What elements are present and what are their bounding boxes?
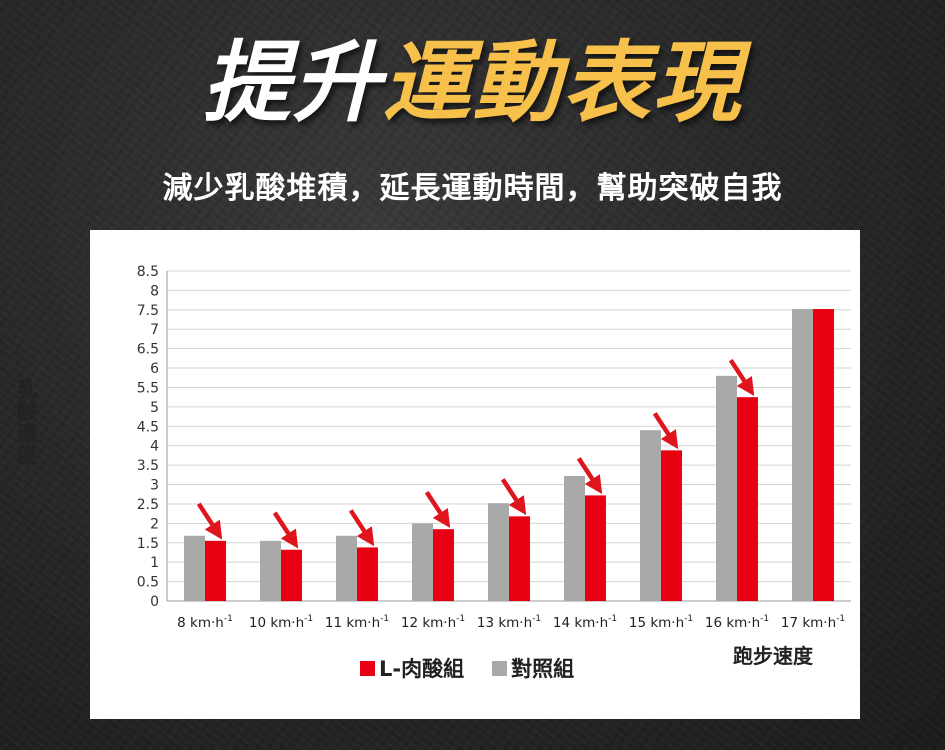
bar-l-carnitine bbox=[661, 450, 682, 601]
highlight-arrow bbox=[652, 412, 679, 450]
y-tick-label: 7 bbox=[150, 322, 159, 338]
x-tick-text: 16 km·h bbox=[705, 615, 760, 631]
x-tick-superscript: -1 bbox=[760, 614, 769, 624]
bar-l-carnitine bbox=[433, 529, 454, 601]
page-subtitle: 減少乳酸堆積，延長運動時間，幫助突破自我 bbox=[162, 171, 783, 206]
x-tick-text: 14 km·h bbox=[553, 615, 608, 631]
x-tick-label: 16 km·h-1 bbox=[705, 614, 769, 631]
highlight-arrow bbox=[272, 511, 299, 549]
y-tick-label: 1 bbox=[150, 555, 159, 571]
chart-legend: L-肉酸組 對照組 bbox=[360, 654, 592, 682]
bar-control bbox=[260, 540, 281, 601]
highlight-arrow bbox=[728, 358, 755, 396]
x-tick-label: 13 km·h-1 bbox=[477, 614, 541, 631]
x-tick-label: 11 km·h-1 bbox=[325, 614, 389, 631]
x-tick-text: 17 km·h bbox=[781, 615, 836, 631]
y-tick-label: 8 bbox=[150, 283, 159, 299]
bar-l-carnitine bbox=[357, 547, 378, 601]
x-tick-label: 8 km·h-1 bbox=[177, 614, 233, 631]
bar-l-carnitine bbox=[281, 549, 302, 601]
y-tick-label: 1.5 bbox=[137, 536, 159, 552]
y-tick-label: 8.5 bbox=[137, 264, 159, 280]
x-tick-superscript: -1 bbox=[456, 614, 465, 624]
y-tick-label: 4 bbox=[150, 439, 159, 455]
x-axis-label: 跑步速度 bbox=[733, 644, 813, 668]
x-tick-superscript: -1 bbox=[532, 614, 541, 624]
bar-control bbox=[488, 503, 509, 601]
bar-l-carnitine bbox=[509, 516, 530, 601]
x-tick-label: 14 km·h-1 bbox=[553, 614, 617, 631]
x-tick-superscript: -1 bbox=[684, 614, 693, 624]
highlight-arrow bbox=[576, 457, 603, 495]
y-tick-label: 0.5 bbox=[137, 575, 159, 591]
bar-control bbox=[564, 475, 585, 601]
highlight-arrow bbox=[348, 509, 375, 547]
legend-item-l-carnitine: L-肉酸組 bbox=[360, 653, 464, 683]
y-tick-label: 6 bbox=[150, 361, 159, 377]
legend-item-control: 對照組 bbox=[492, 653, 574, 683]
x-tick-label: 10 km·h-1 bbox=[249, 614, 313, 631]
title-part-white: 提升 bbox=[202, 31, 383, 134]
legend-label-control: 對照組 bbox=[511, 657, 575, 681]
x-tick-superscript: -1 bbox=[836, 614, 845, 624]
bar-l-carnitine bbox=[737, 397, 758, 601]
y-tick-label: 2 bbox=[150, 516, 159, 532]
x-tick-text: 13 km·h bbox=[477, 615, 532, 631]
bar-control bbox=[184, 535, 205, 601]
y-tick-label: 0 bbox=[150, 594, 159, 610]
x-tick-superscript: -1 bbox=[608, 614, 617, 624]
legend-swatch-gray bbox=[492, 660, 508, 676]
highlight-arrow bbox=[424, 490, 451, 528]
x-tick-label: 17 km·h-1 bbox=[781, 614, 845, 631]
y-tick-label: 5 bbox=[150, 400, 159, 416]
legend-label-l-carnitine: L-肉酸組 bbox=[379, 657, 465, 681]
bar-l-carnitine bbox=[205, 540, 226, 601]
y-tick-label: 6.5 bbox=[137, 342, 159, 358]
y-axis-label: 乳酸濃度 bbox=[17, 377, 37, 467]
bar-control bbox=[640, 430, 661, 601]
x-tick-text: 15 km·h bbox=[629, 615, 684, 631]
x-tick-superscript: -1 bbox=[304, 614, 313, 624]
x-tick-label: 15 km·h-1 bbox=[629, 614, 693, 631]
x-tick-superscript: -1 bbox=[380, 614, 389, 624]
x-tick-superscript: -1 bbox=[224, 614, 233, 624]
x-tick-label: 12 km·h-1 bbox=[401, 614, 465, 631]
legend-swatch-red bbox=[360, 660, 375, 676]
bar-control bbox=[336, 535, 357, 601]
y-tick-label: 7.5 bbox=[137, 303, 159, 319]
y-tick-label: 3.5 bbox=[137, 458, 159, 474]
x-tick-text: 12 km·h bbox=[401, 615, 456, 631]
title-part-yellow: 運動表現 bbox=[382, 31, 743, 134]
y-tick-label: 2.5 bbox=[137, 497, 159, 513]
y-tick-label: 4.5 bbox=[137, 419, 159, 435]
page-title: 提升運動表現 bbox=[0, 28, 945, 138]
highlight-arrow bbox=[196, 502, 223, 540]
x-tick-text: 11 km·h bbox=[325, 615, 380, 631]
bar-l-carnitine bbox=[813, 309, 834, 601]
bar-control bbox=[412, 523, 433, 601]
highlight-arrow bbox=[500, 478, 527, 516]
x-tick-text: 8 km·h bbox=[177, 615, 224, 631]
y-tick-label: 5.5 bbox=[137, 380, 159, 396]
bar-control bbox=[716, 375, 737, 601]
x-tick-text: 10 km·h bbox=[249, 615, 304, 631]
y-tick-label: 3 bbox=[150, 478, 159, 494]
bar-control bbox=[792, 309, 813, 601]
bar-l-carnitine bbox=[585, 495, 606, 601]
